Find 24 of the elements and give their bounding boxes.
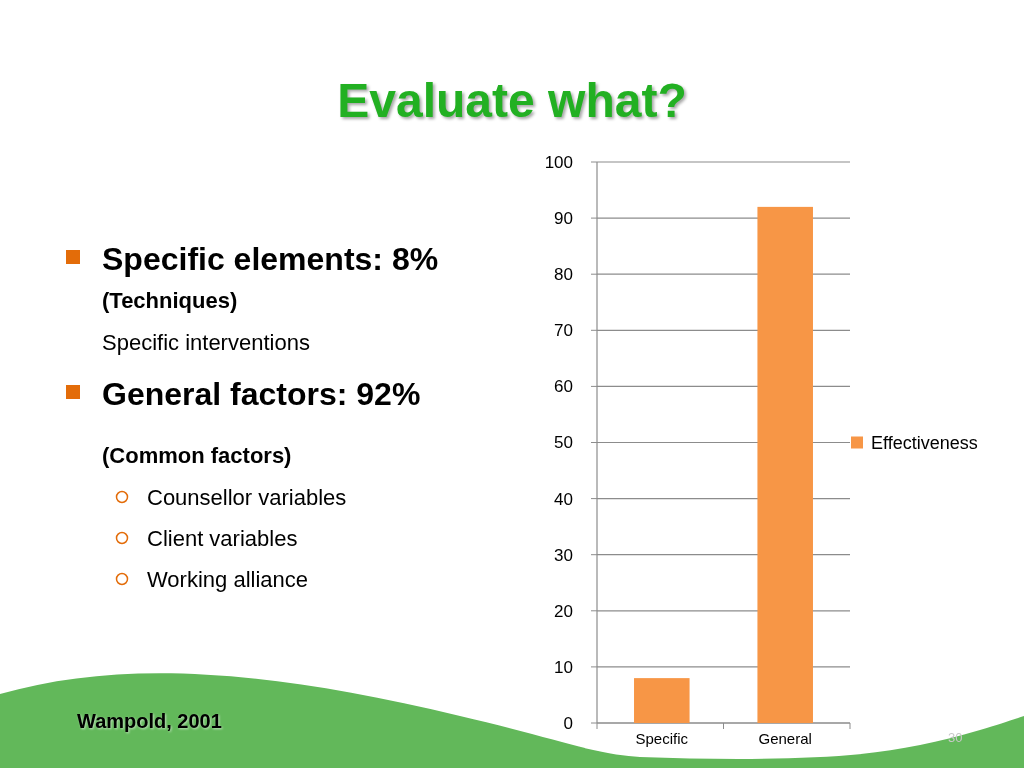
y-tick-label: 70 (554, 321, 573, 341)
y-tick-label: 80 (554, 265, 573, 285)
text: Specific elements: 8% (102, 241, 439, 277)
text: (Techniques) (102, 288, 238, 313)
y-tick-label: 90 (554, 209, 573, 229)
chart-title: Evaluate what? (337, 74, 687, 127)
legend-label: Effectiveness (871, 432, 978, 453)
text: Specific interventions (102, 330, 310, 355)
x-tick-label: Specific (635, 730, 689, 747)
text: Wampold, 2001 (77, 710, 222, 732)
y-tick-label: 60 (554, 377, 573, 397)
y-tick-label: 50 (554, 433, 573, 453)
y-tick-label: 20 (554, 601, 573, 621)
y-tick-label: 0 (563, 713, 573, 733)
y-tick-label: 40 (554, 489, 573, 509)
text: Client variables (147, 526, 298, 551)
y-tick-label: 10 (554, 657, 573, 677)
text: (Common factors) (102, 443, 292, 468)
x-tick-label: General (758, 730, 812, 747)
text: General factors: 92% (102, 376, 421, 412)
y-tick-label: 30 (554, 545, 573, 565)
text: Counsellor variables (147, 485, 347, 510)
y-tick-label: 100 (544, 152, 573, 172)
text: Working alliance (147, 567, 309, 592)
